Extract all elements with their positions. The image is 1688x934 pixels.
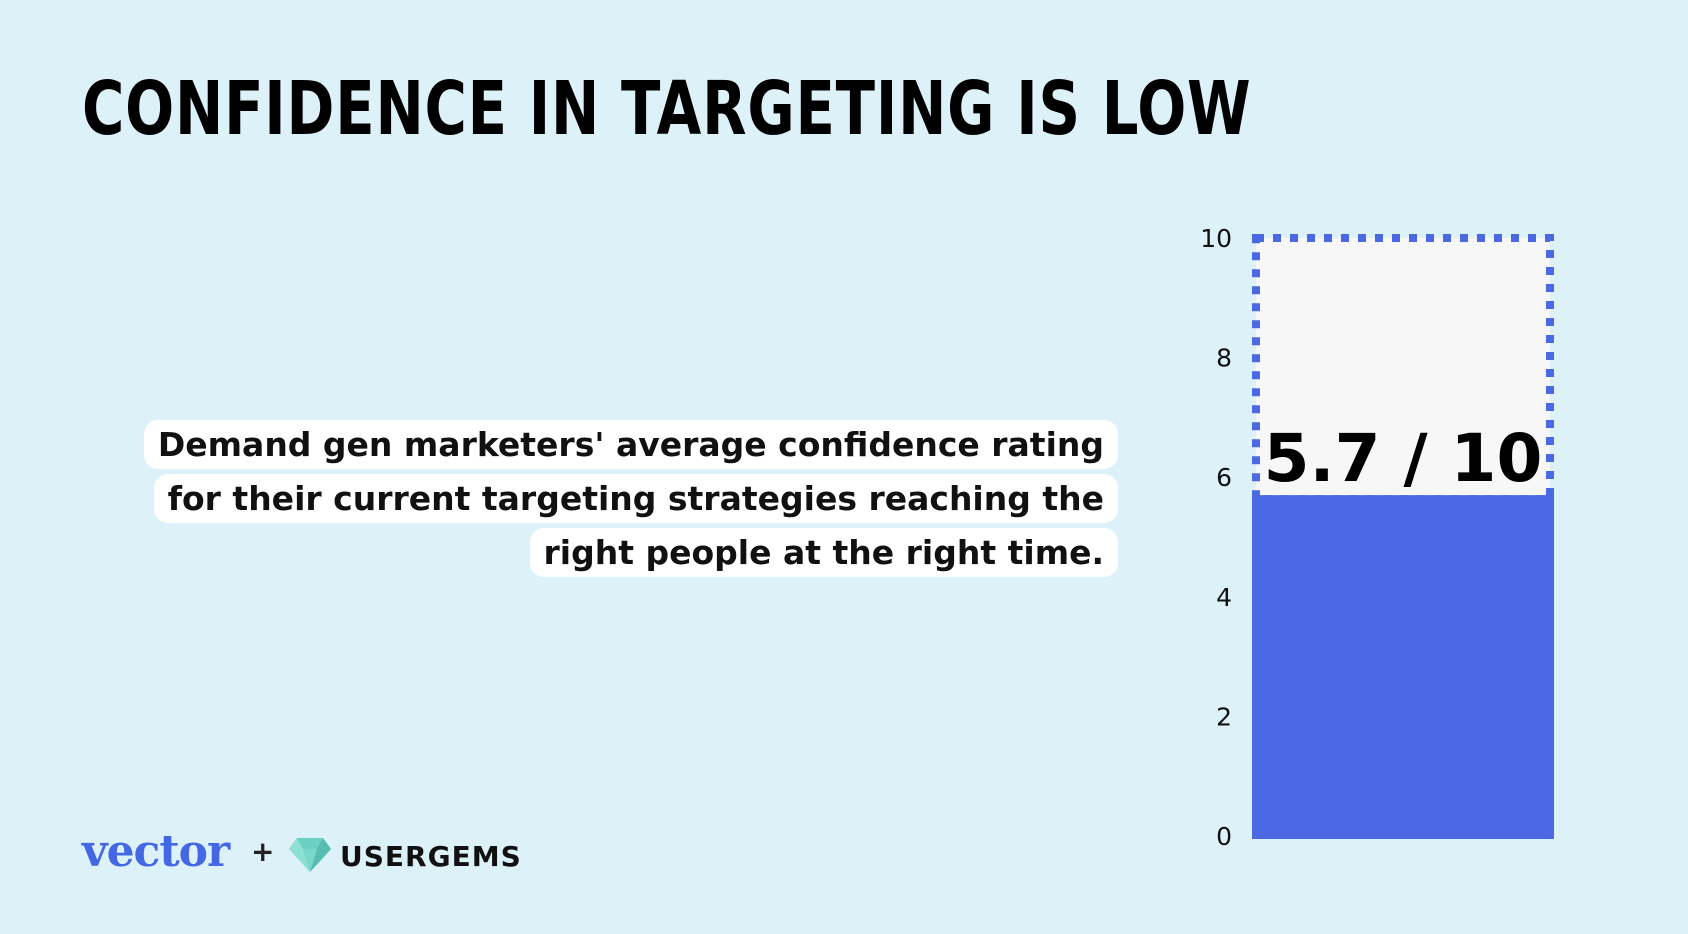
plus-separator: + (251, 835, 275, 868)
y-tick-label: 8 (1216, 344, 1232, 373)
y-tick-label: 10 (1200, 224, 1232, 253)
y-axis: 0 2 4 6 8 10 (1200, 224, 1232, 851)
page-title: CONFIDENCE IN TARGETING IS LOW (82, 66, 1252, 152)
value-bar (1252, 495, 1554, 839)
gem-icon (289, 838, 331, 872)
y-tick-label: 2 (1216, 702, 1232, 731)
y-tick-label: 4 (1216, 583, 1232, 612)
usergems-logo: USERGEMS (340, 840, 522, 873)
description-callout: Demand gen marketers' average confidence… (118, 418, 1118, 580)
vector-logo: vector (82, 826, 230, 877)
y-tick-label: 0 (1216, 822, 1232, 851)
y-tick-label: 6 (1216, 463, 1232, 492)
value-label: 5.7 / 10 (1264, 420, 1543, 497)
description-text: Demand gen marketers' average confidence… (143, 420, 1118, 577)
